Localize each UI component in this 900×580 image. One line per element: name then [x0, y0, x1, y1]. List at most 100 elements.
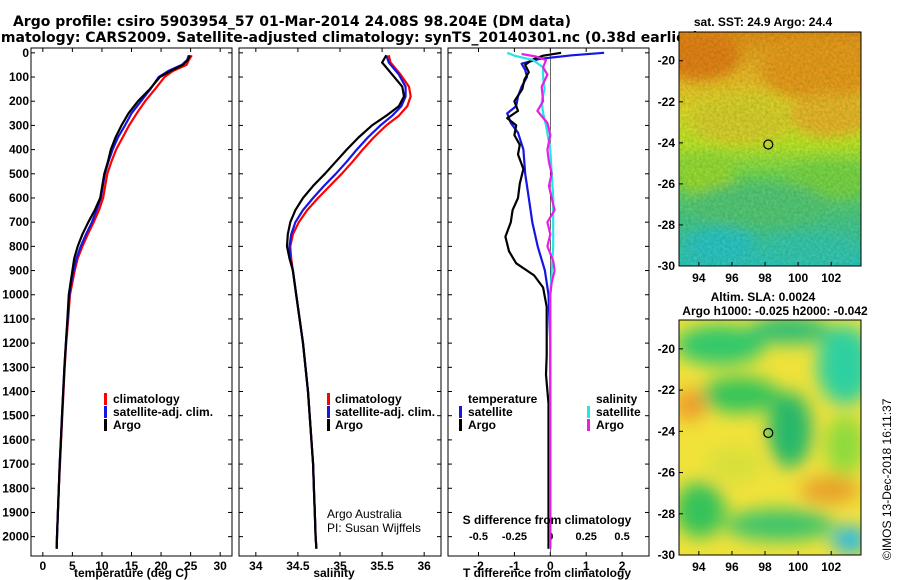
- depth-tick-label: 1500: [2, 409, 29, 423]
- depth-axis: 0 100 200 300 400 500 600 700 800 900 1000 1100 1200…: [2, 46, 232, 544]
- series-line-argo: [285, 54, 406, 549]
- difference-series: [504, 48, 605, 556]
- argo-location-marker: [763, 427, 774, 439]
- legend-label-climatology: climatology: [335, 392, 402, 406]
- x-tick-label: -2: [473, 559, 484, 573]
- depth-tick-label: 1400: [2, 385, 29, 399]
- imos-credit: ©IMOS 13-Dec-2018 16:11:37: [880, 398, 894, 560]
- annotation-argo-australia: Argo Australia: [327, 507, 402, 521]
- x-tick-label: 25: [184, 559, 198, 573]
- salinity-xlabel: salinity: [313, 566, 355, 580]
- s-tick-label: -0.5: [469, 531, 488, 543]
- temperature-series: [55, 54, 193, 549]
- x-tick-label: -1: [509, 559, 520, 573]
- lat-tick-label: -22: [658, 383, 676, 397]
- legend-label-s-satellite: satellite: [596, 405, 641, 419]
- x-tick-label: 2: [619, 559, 626, 573]
- argo-location-marker: [763, 139, 774, 150]
- lon-tick-label: 102: [821, 271, 841, 285]
- x-tick-label: 34: [249, 559, 263, 573]
- header-line-2: Climatology: CARS2009. Satellite-adjuste…: [0, 30, 699, 46]
- x-tick-label: 34.5: [286, 559, 310, 573]
- difference-legend: temperature satellite Argo salinity sate…: [459, 392, 641, 432]
- annotation-pi: PI: Susan Wijffels: [327, 521, 421, 535]
- lat-tick-label: -30: [658, 259, 676, 273]
- depth-tick-label: 1300: [2, 360, 29, 374]
- legend-title-salinity: salinity: [596, 392, 638, 406]
- header-line-1: Argo profile: csiro 5903954_57 01-Mar-20…: [13, 14, 571, 30]
- legend-swatch-satellite: [327, 406, 330, 418]
- legend-label-t-argo: Argo: [468, 418, 496, 432]
- depth-tick-label: 1100: [3, 312, 29, 326]
- legend-swatch-climatology: [104, 393, 107, 405]
- lon-tick-label: 98: [758, 560, 772, 574]
- depth-tick-label: 300: [9, 118, 29, 132]
- difference-axes-frame: [447, 47, 650, 557]
- t-difference-xlabel: T difference from climatology: [463, 566, 631, 580]
- lon-tick-label: 94: [692, 271, 706, 285]
- sst-field: [679, 32, 861, 266]
- temperature-x-axis: 0 5 10 15 20 25 30: [39, 48, 227, 573]
- salinity-x-axis: 34 34.5 35 35.5 36: [249, 48, 431, 573]
- x-tick-label: 20: [154, 559, 168, 573]
- lon-tick-label: 100: [788, 271, 808, 285]
- s-tick-label: 0.25: [575, 531, 596, 543]
- lat-tick-label: -24: [658, 136, 676, 150]
- lon-tick-label: 96: [725, 271, 739, 285]
- series-line-t-satellite: [506, 51, 605, 549]
- sla-map-subtitle: Argo h1000: -0.025 h2000: -0.042: [682, 304, 868, 318]
- legend-label-satellite: satellite-adj. clim.: [113, 405, 213, 419]
- temperature-panel: 0100200300400500600700800900100011001200…: [2, 46, 233, 580]
- depth-tick-label: 600: [9, 191, 29, 205]
- lat-tick-label: -30: [658, 548, 676, 562]
- depth-tick-label: 0: [22, 46, 29, 60]
- s-tick-label: 0.5: [614, 531, 629, 543]
- sst-map-frame: [678, 31, 862, 267]
- depth-tick-label: 1700: [2, 457, 29, 471]
- depth-tick-label: 1200: [2, 336, 29, 350]
- s-tick-label: -0.25: [502, 531, 527, 543]
- series-line-t-argo: [504, 51, 562, 549]
- depth-tick-label: 1000: [2, 288, 29, 302]
- sst-map-panel: sat. SST: 24.9 Argo: 24.4 94 96 98 100 102 -2…: [658, 15, 862, 285]
- x-tick-label: 0: [39, 559, 46, 573]
- legend-label-climatology: climatology: [113, 392, 180, 406]
- salinity-depth-ticks: [239, 52, 441, 538]
- x-tick-label: 35.5: [370, 559, 394, 573]
- legend-label-argo: Argo: [335, 418, 363, 432]
- depth-tick-label: 1600: [2, 433, 29, 447]
- difference-depth-ticks: [448, 52, 649, 538]
- x-tick-label: 5: [69, 559, 76, 573]
- x-tick-label: 30: [213, 559, 227, 573]
- x-tick-label: 1: [583, 559, 590, 573]
- depth-tick-label: 1800: [2, 481, 29, 495]
- series-line-satellite-adj-clim-: [288, 54, 407, 549]
- salinity-legend: climatology satellite-adj. clim. Argo: [327, 392, 435, 432]
- salinity-panel: 34 34.5 35 35.5 36 climatology satellite-adj…: [238, 47, 442, 580]
- series-line-satellite-adj-clim-: [55, 54, 190, 549]
- x-tick-label: 36: [417, 559, 431, 573]
- depth-tick-label: 400: [9, 143, 29, 157]
- lat-tick-label: -28: [658, 507, 676, 521]
- sla-map-title: Altim. SLA: 0.0024: [711, 290, 816, 304]
- sla-map-frame: [678, 319, 862, 556]
- temperature-xlabel: temperature (deg C): [74, 566, 188, 580]
- lat-tick-label: -26: [658, 177, 676, 191]
- lat-tick-label: -20: [658, 54, 676, 68]
- sst-map-title: sat. SST: 24.9 Argo: 24.4: [694, 15, 833, 29]
- sla-map-panel: Altim. SLA: 0.0024 Argo h1000: -0.025 h2…: [658, 290, 868, 574]
- lat-tick-label: -28: [658, 218, 676, 232]
- series-line-climatology: [289, 55, 412, 549]
- legend-swatch-satellite: [104, 406, 107, 418]
- depth-tick-label: 200: [9, 94, 29, 108]
- lon-tick-label: 98: [758, 271, 772, 285]
- legend-label-t-satellite: satellite: [468, 405, 513, 419]
- salinity-series: [285, 54, 412, 549]
- lon-tick-label: 94: [692, 560, 706, 574]
- legend-swatch-argo: [104, 419, 107, 431]
- legend-label-s-argo: Argo: [596, 418, 624, 432]
- legend-label-argo: Argo: [113, 418, 141, 432]
- lat-tick-label: -26: [658, 466, 676, 480]
- x-tick-label: 10: [95, 559, 109, 573]
